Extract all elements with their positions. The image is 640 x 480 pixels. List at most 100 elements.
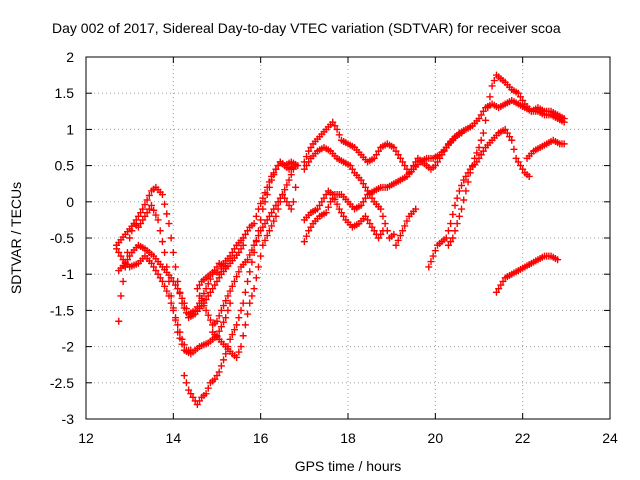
data-point (161, 200, 169, 208)
data-point (460, 176, 468, 184)
data-point (250, 220, 258, 228)
data-point (224, 306, 232, 314)
data-point (254, 205, 262, 213)
data-point (139, 205, 147, 213)
data-point (169, 306, 177, 314)
data-point (490, 77, 498, 85)
data-point (492, 288, 500, 296)
data-point (204, 311, 212, 319)
data-point (211, 281, 219, 289)
x-tick-label: 18 (340, 430, 356, 446)
data-point (324, 203, 332, 211)
data-point (368, 194, 376, 202)
data-point (228, 282, 236, 290)
series-track-o (444, 71, 568, 249)
data-point (554, 256, 562, 264)
data-point (215, 327, 223, 335)
data-point (519, 165, 527, 173)
x-tick-label: 22 (515, 430, 531, 446)
data-point (117, 292, 125, 300)
data-point (246, 251, 254, 259)
data-point (429, 252, 437, 260)
data-point (163, 287, 171, 295)
data-point (444, 241, 452, 249)
data-point (455, 212, 463, 220)
data-point (228, 331, 236, 339)
data-point (434, 158, 442, 166)
data-point (148, 201, 155, 209)
data-point (396, 232, 404, 240)
data-point (196, 292, 204, 300)
data-point (196, 281, 204, 289)
data-point (172, 314, 180, 322)
data-point (477, 111, 485, 119)
data-point (560, 140, 568, 148)
data-point (217, 323, 225, 331)
data-point (451, 227, 459, 235)
data-point (444, 227, 452, 235)
data-point (379, 227, 387, 235)
data-point (357, 201, 365, 209)
data-point (213, 317, 221, 325)
data-point (289, 198, 297, 206)
data-point (392, 147, 400, 155)
data-point (228, 248, 236, 256)
data-point (233, 321, 241, 329)
data-point (458, 182, 466, 190)
chart-title: Day 002 of 2017, Sidereal Day-to-day VTE… (52, 20, 561, 36)
data-point (113, 245, 121, 253)
series-track-n (425, 125, 533, 271)
data-point (270, 205, 278, 213)
data-point (300, 238, 308, 246)
data-point (141, 212, 149, 220)
series-track-q (492, 252, 562, 296)
data-point (230, 277, 238, 285)
data-point (375, 147, 383, 155)
data-point (359, 180, 367, 188)
data-point (364, 216, 372, 224)
x-tick-label: 12 (78, 430, 94, 446)
y-tick-label: -1 (62, 266, 75, 282)
data-point (246, 268, 254, 276)
data-point (152, 267, 160, 275)
data-point (169, 248, 177, 256)
data-point (161, 282, 169, 290)
data-point (182, 305, 190, 313)
data-point (322, 191, 330, 199)
data-point (281, 194, 289, 202)
data-point (163, 210, 171, 218)
data-point (156, 227, 164, 235)
data-point (180, 299, 188, 307)
data-point (401, 162, 409, 170)
data-point (322, 209, 330, 217)
data-point (482, 116, 490, 124)
data-point (239, 299, 247, 307)
data-point (182, 379, 190, 387)
data-point (327, 198, 335, 206)
data-point (217, 265, 225, 273)
data-point (294, 162, 302, 170)
data-point (154, 216, 162, 224)
data-point (514, 89, 522, 97)
data-point (185, 386, 193, 394)
data-point (305, 147, 313, 155)
data-point (303, 162, 311, 170)
data-point (250, 285, 258, 293)
data-point (123, 256, 131, 264)
data-point (525, 172, 533, 180)
data-point (215, 312, 223, 320)
data-point (516, 93, 524, 101)
data-point (506, 133, 514, 141)
x-tick-label: 20 (428, 430, 444, 446)
data-point (152, 211, 160, 219)
data-point (390, 230, 398, 238)
data-point (329, 191, 337, 199)
data-point (333, 200, 341, 208)
data-point (263, 216, 271, 224)
data-point (425, 263, 433, 271)
x-tick-label: 16 (253, 430, 269, 446)
data-point (473, 158, 481, 166)
data-point (390, 144, 398, 151)
series-track-k (300, 144, 398, 242)
